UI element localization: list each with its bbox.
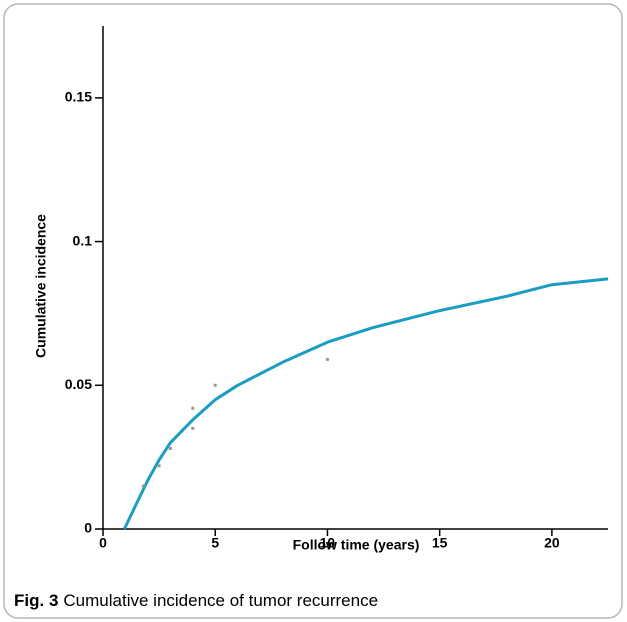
- caption: Fig. 3 Cumulative incidence of tumor recu…: [14, 591, 378, 610]
- observed-point: [191, 426, 195, 430]
- x-tick-label: 15: [432, 535, 448, 551]
- caption-label: Fig. 3: [14, 591, 58, 610]
- y-tick-label: 0.15: [65, 89, 92, 105]
- y-tick-label: 0.05: [65, 376, 92, 392]
- x-tick-label: 20: [544, 535, 560, 551]
- observed-point: [213, 383, 217, 387]
- x-tick-label: 10: [320, 535, 336, 551]
- observed-point: [141, 484, 145, 488]
- y-tick-label: 0: [84, 520, 92, 536]
- x-tick-label: 0: [99, 535, 107, 551]
- observed-point: [157, 464, 161, 468]
- y-axis-title: Cumulative incidence: [33, 214, 49, 358]
- x-tick-label: 5: [211, 535, 219, 551]
- observed-point: [191, 406, 195, 410]
- x-axis-title: Follow time (years): [293, 537, 420, 553]
- observed-point: [168, 447, 172, 451]
- y-tick-label: 0.1: [73, 232, 93, 248]
- fitted-curve: [122, 277, 609, 530]
- figure-frame: [3, 3, 623, 619]
- caption-text: Cumulative incidence of tumor recurrence: [63, 591, 378, 610]
- observed-point: [325, 357, 329, 361]
